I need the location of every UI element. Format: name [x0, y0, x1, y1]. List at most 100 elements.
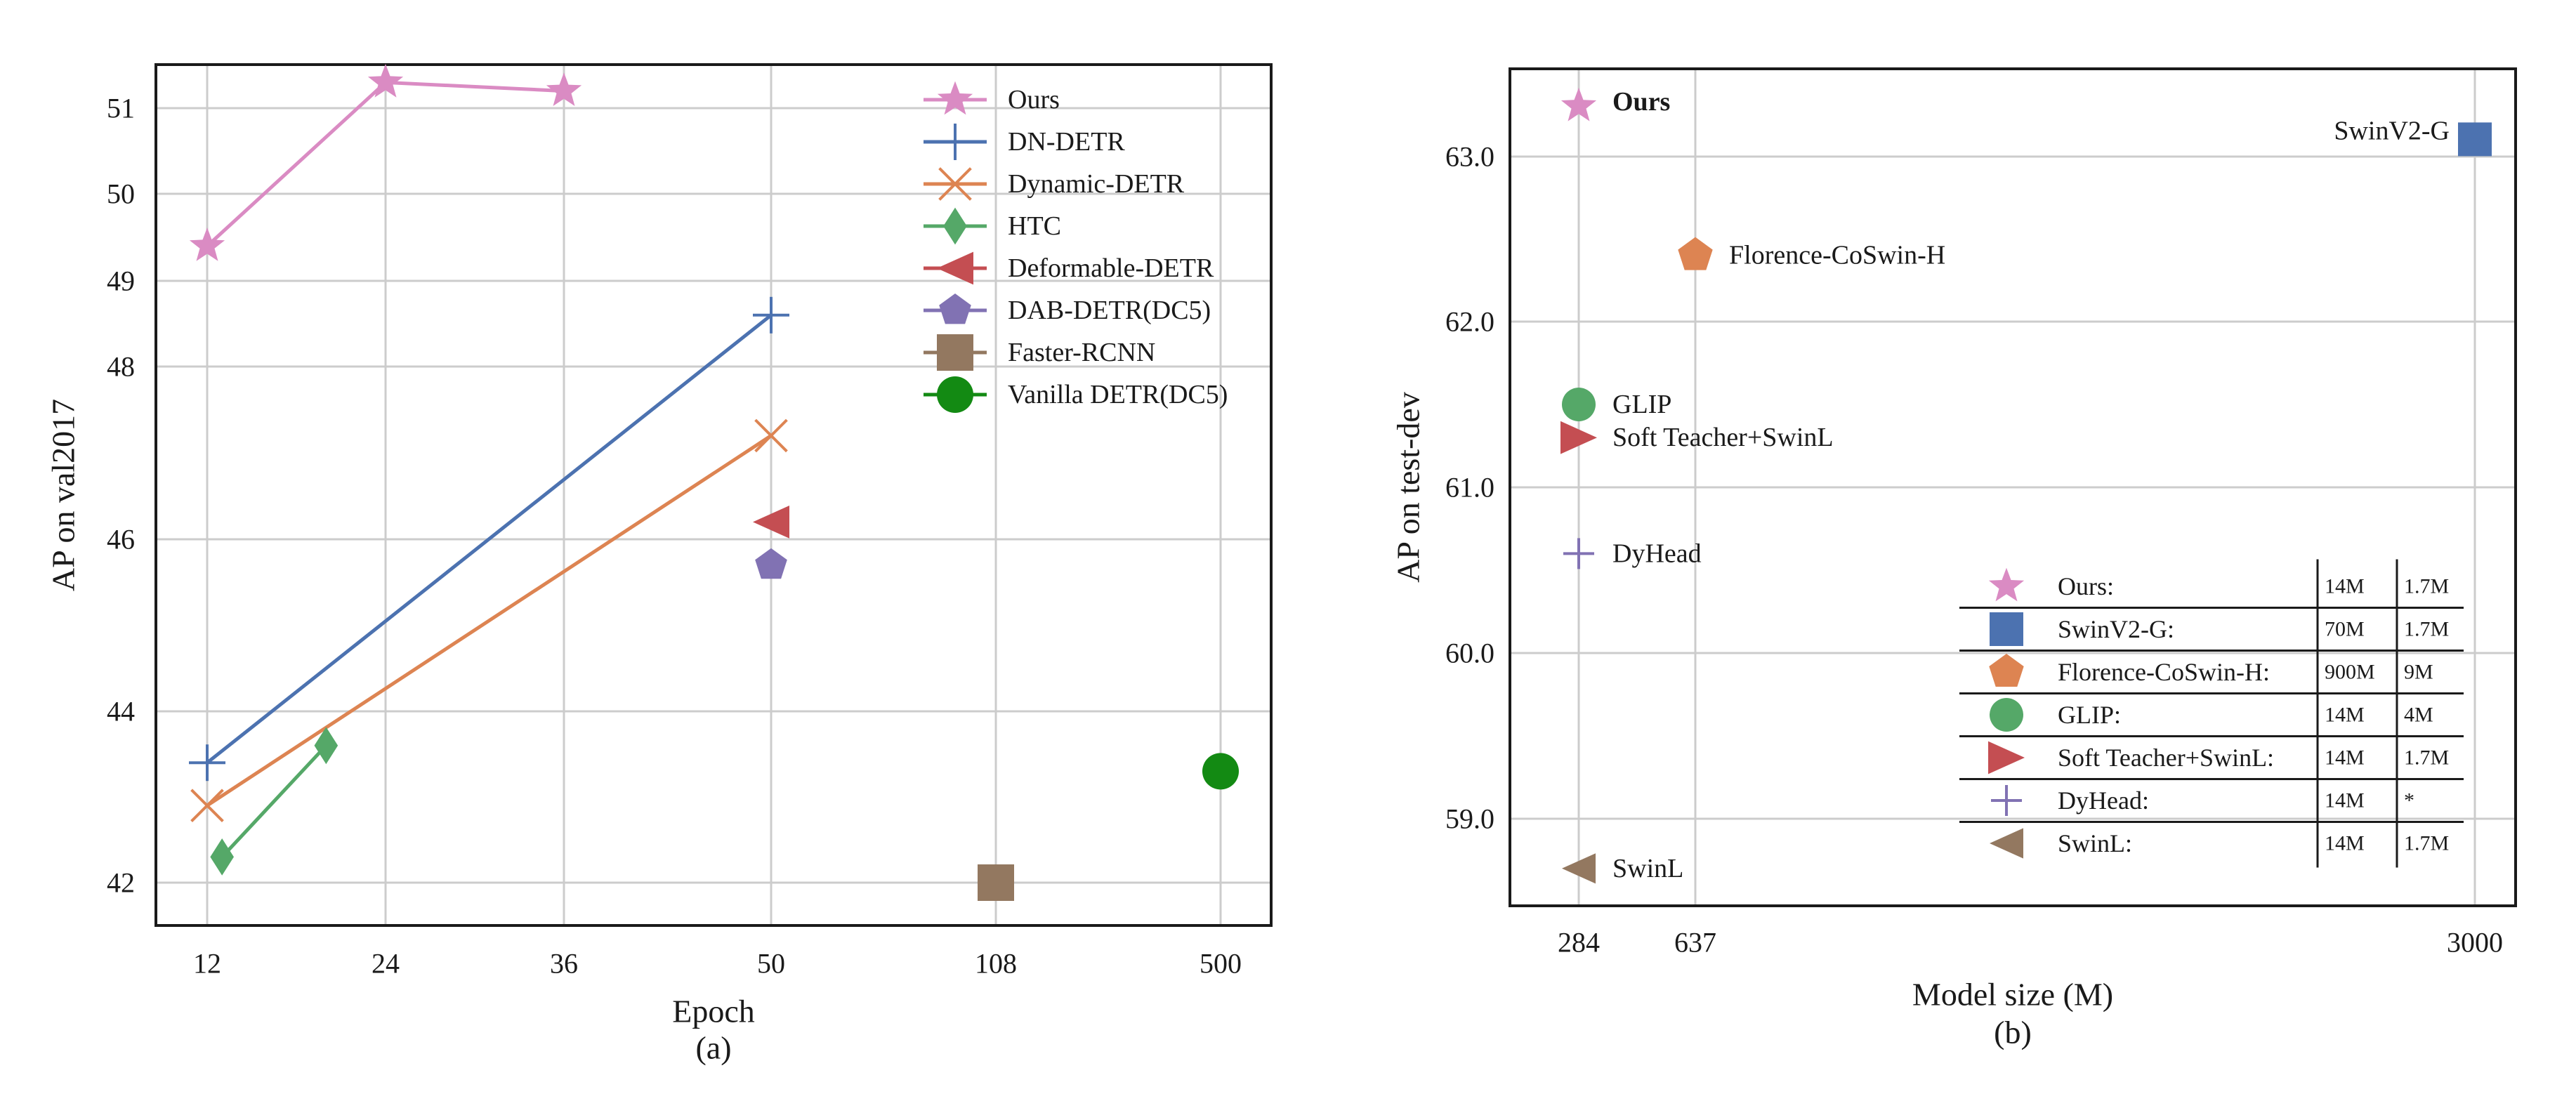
a-point-7-0: [1202, 753, 1239, 790]
b-table-col1: 70M: [2325, 618, 2365, 641]
b-table-col1: 14M: [2325, 704, 2365, 727]
b-xtick-label: 284: [1558, 927, 1600, 958]
a-legend-label: DN-DETR: [1008, 127, 1125, 157]
b-point-1: [2458, 122, 2492, 157]
b-table-col1: 14M: [2325, 746, 2365, 770]
b-table-col1: 900M: [2325, 661, 2375, 684]
a-legend-label: HTC: [1008, 211, 1061, 241]
a-xtick-label: 108: [975, 948, 1017, 980]
a-point-5-0: [755, 548, 787, 579]
b-frame: [1509, 67, 2517, 907]
b-table-col2: 9M: [2404, 661, 2433, 684]
b-ytick-label: 63.0: [1445, 141, 1494, 173]
a-legend-label: Ours: [1008, 85, 1060, 114]
b-point-label: SwinL: [1612, 854, 1683, 883]
b-table-marker-0: [1988, 567, 2025, 602]
b-panel-label: (b): [1994, 1015, 2032, 1050]
a-point-0-0: [189, 228, 225, 261]
a-series-line-2: [206, 434, 773, 808]
b-ytick-label: 61.0: [1445, 472, 1494, 503]
a-point-6-0: [978, 864, 1014, 901]
b-table-marker-2: [1989, 654, 2024, 687]
b-xtick-label: 3000: [2447, 927, 2503, 958]
b-table-col2: 1.7M: [2404, 618, 2449, 641]
a-legend-marker-2-b: [938, 167, 972, 201]
a-point-2-0-b: [190, 789, 224, 823]
b-ytick-label: 62.0: [1445, 306, 1494, 338]
a-legend-marker-4: [937, 251, 973, 285]
b-table-label: SwinL:: [2058, 829, 2132, 857]
a-legend-marker-7: [937, 376, 973, 413]
b-point-2: [1678, 237, 1713, 270]
a-point-4-0: [753, 506, 789, 539]
b-table-col2: 1.7M: [2404, 746, 2449, 770]
a-legend-label: Dynamic-DETR: [1008, 169, 1185, 199]
a-frame: [155, 63, 1273, 927]
a-point-2-1-b: [754, 419, 788, 453]
a-xtick-label: 50: [757, 948, 785, 980]
b-table-marker-1: [1990, 612, 2023, 646]
a-ytick-label: 51: [107, 93, 135, 124]
b-xtick-label: 637: [1674, 927, 1716, 958]
a-xtick-label: 24: [372, 948, 400, 980]
a-legend-marker-5: [939, 294, 971, 324]
a-ytick-label: 44: [107, 696, 135, 727]
a-ytick-label: 48: [107, 351, 135, 383]
b-table-marker-3: [1990, 698, 2023, 732]
a-panel-label: (a): [695, 1030, 731, 1066]
b-x-axis-label: Model size (M): [1912, 977, 2113, 1013]
a-ytick-label: 46: [107, 524, 135, 555]
b-point-5: [1563, 538, 1594, 569]
a-legend-label: Faster-RCNN: [1008, 338, 1155, 367]
b-point-3: [1562, 388, 1596, 421]
b-table-label: Ours:: [2058, 572, 2114, 600]
b-table-col2: 4M: [2404, 704, 2433, 727]
a-x-axis-label: Epoch: [672, 994, 755, 1029]
b-table-marker-5: [1991, 785, 2022, 816]
b-point-label: Florence-CoSwin-H: [1729, 241, 1945, 270]
a-legend-marker-3: [943, 207, 967, 245]
a-ytick-label: 50: [107, 178, 135, 210]
a-legend-marker-6: [937, 334, 973, 371]
b-point-label: DyHead: [1612, 539, 1702, 568]
b-table-label: GLIP:: [2058, 701, 2121, 729]
b-table-col1: 14M: [2325, 832, 2365, 855]
a-point-0-2: [546, 72, 582, 106]
b-point-6: [1562, 853, 1596, 884]
b-table-marker-4: [1988, 741, 2025, 775]
b-point-label: SwinV2-G: [2334, 116, 2450, 145]
a-point-2-0: [190, 789, 224, 823]
b-table-label: SwinV2-G:: [2058, 615, 2174, 643]
b-point-label: GLIP: [1612, 390, 1671, 419]
b-point-label: Soft Teacher+SwinL: [1612, 423, 1834, 452]
b-ytick-label: 59.0: [1445, 803, 1494, 835]
a-ytick-label: 42: [107, 867, 135, 899]
a-legend-marker-2: [938, 167, 972, 201]
a-xtick-label: 500: [1200, 948, 1242, 980]
a-legend-marker-1: [937, 124, 973, 160]
b-table-label: Florence-CoSwin-H:: [2058, 658, 2270, 686]
a-xtick-label: 36: [550, 948, 578, 980]
b-table-label: DyHead:: [2058, 786, 2149, 815]
b-table-label: Soft Teacher+SwinL:: [2058, 744, 2274, 772]
b-ytick-label: 60.0: [1445, 638, 1494, 669]
a-legend-label: Vanilla DETR(DC5): [1008, 380, 1228, 409]
b-table-col2: *: [2404, 789, 2414, 812]
b-point-label: Ours: [1612, 87, 1670, 117]
b-table-marker-6: [1990, 828, 2023, 859]
b-y-axis-label: AP on test-dev: [1391, 392, 1426, 583]
b-point-0: [1560, 87, 1597, 121]
a-point-3-1: [314, 727, 339, 765]
b-table-col2: 1.7M: [2404, 575, 2449, 598]
a-point-3-0: [210, 838, 234, 876]
a-point-1-0: [189, 744, 225, 782]
a-legend-marker-0: [937, 81, 973, 115]
b-table-col1: 14M: [2325, 575, 2365, 598]
a-series-line-3: [221, 744, 328, 859]
a-point-1-1: [753, 296, 789, 334]
a-legend-label: Deformable-DETR: [1008, 253, 1214, 283]
b-table-col1: 14M: [2325, 789, 2365, 812]
a-y-axis-label: AP on val2017: [46, 399, 81, 591]
